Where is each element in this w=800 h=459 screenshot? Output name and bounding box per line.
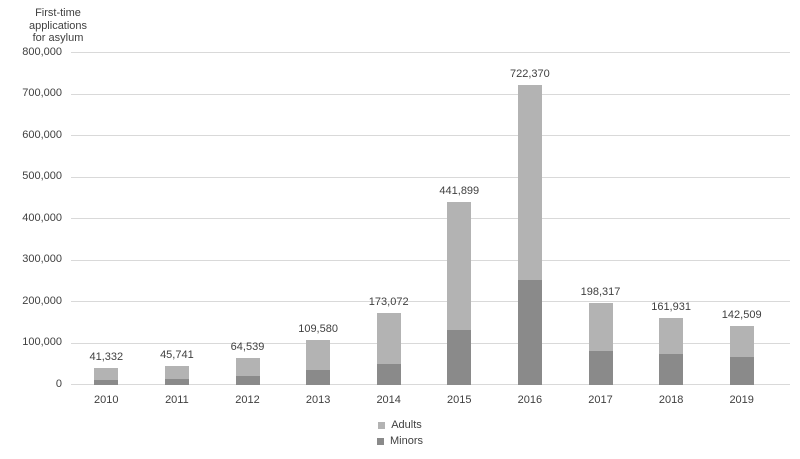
bar-segment-adults-2018 xyxy=(659,317,684,354)
legend-swatch-minors xyxy=(376,437,384,445)
total-data-label-2011: 45,741 xyxy=(160,349,194,362)
bar-segment-adults-2019 xyxy=(729,325,754,358)
y-axis-title: First-time applications for asylum xyxy=(4,7,112,45)
gridline xyxy=(71,176,790,178)
y-axis-tick-label: 400,000 xyxy=(22,211,62,224)
total-data-label-2018: 161,931 xyxy=(651,300,691,313)
y-axis-title-line: for asylum xyxy=(32,32,84,44)
gridline xyxy=(71,135,790,136)
y-axis-tick-label: 700,000 xyxy=(22,87,62,99)
total-data-label-2016: 722,370 xyxy=(510,68,550,81)
bar-segment-minors-2017 xyxy=(588,350,613,385)
y-axis-tick-label: 0 xyxy=(55,377,62,390)
y-axis-tick-label: 500,000 xyxy=(22,170,62,182)
bar-segment-minors-2015 xyxy=(447,329,472,385)
y-axis-tick-label: 200,000 xyxy=(22,294,62,307)
gridline xyxy=(71,218,790,219)
gridline xyxy=(71,52,790,53)
bar-segment-adults-2016 xyxy=(517,85,542,281)
y-axis-tick-label: 100,000 xyxy=(22,336,62,348)
gridline xyxy=(71,259,790,261)
x-axis-category-label-2014: 2014 xyxy=(376,394,401,406)
legend-item-minors: Minors xyxy=(376,435,423,447)
bar-segment-minors-2010 xyxy=(94,380,119,385)
bar-segment-minors-2018 xyxy=(659,353,684,385)
bar-segment-adults-2015 xyxy=(447,201,472,330)
gridline xyxy=(71,93,790,95)
y-axis-title-line: First-time xyxy=(35,7,81,19)
bar-segment-adults-2013 xyxy=(306,339,331,371)
x-axis-category-label-2018: 2018 xyxy=(658,394,684,406)
bar-segment-adults-2014 xyxy=(376,313,401,364)
legend-label-minors: Minors xyxy=(389,435,423,447)
bar-segment-adults-2012 xyxy=(235,358,260,376)
y-axis-tick-label: 300,000 xyxy=(22,253,62,265)
x-axis-category-label-2017: 2017 xyxy=(588,394,613,406)
y-axis-tick-label: 600,000 xyxy=(22,128,62,141)
x-axis-category-label-2011: 2011 xyxy=(165,394,189,406)
x-axis-category-label-2013: 2013 xyxy=(305,394,331,406)
bar-segment-adults-2010 xyxy=(94,367,119,381)
bar-segment-minors-2012 xyxy=(235,375,260,385)
x-axis-category-label-2015: 2015 xyxy=(447,394,472,406)
legend-swatch-adults xyxy=(378,421,386,429)
x-axis-category-label-2012: 2012 xyxy=(235,394,260,406)
bar-segment-adults-2011 xyxy=(164,366,189,379)
bar-segment-minors-2011 xyxy=(164,378,189,385)
bar-segment-adults-2017 xyxy=(588,302,613,351)
total-data-label-2015: 441,899 xyxy=(439,184,480,197)
x-axis-category-label-2016: 2016 xyxy=(517,394,543,406)
legend-label-adults: Adults xyxy=(391,419,422,431)
total-data-label-2010: 41,332 xyxy=(89,350,124,363)
total-data-label-2014: 173,072 xyxy=(368,296,409,309)
legend-item-adults: Adults xyxy=(378,419,422,431)
gridline xyxy=(71,342,790,344)
chart-legend: Adults Minors xyxy=(0,419,800,447)
x-axis-category-label-2010: 2010 xyxy=(94,394,119,406)
total-data-label-2019: 142,509 xyxy=(721,308,762,321)
y-axis-title-line: applications xyxy=(28,19,88,32)
total-data-label-2012: 64,539 xyxy=(230,341,265,354)
total-data-label-2017: 198,317 xyxy=(580,285,621,298)
y-axis-tick-label: 800,000 xyxy=(22,45,62,58)
gridline xyxy=(71,384,790,385)
bar-segment-minors-2014 xyxy=(376,363,401,385)
total-data-label-2013: 109,580 xyxy=(298,322,338,335)
bar-segment-minors-2013 xyxy=(306,370,331,385)
bar-segment-minors-2016 xyxy=(517,280,542,385)
x-axis-category-label-2019: 2019 xyxy=(729,394,754,406)
gridline xyxy=(71,301,790,302)
bar-segment-minors-2019 xyxy=(729,357,754,385)
